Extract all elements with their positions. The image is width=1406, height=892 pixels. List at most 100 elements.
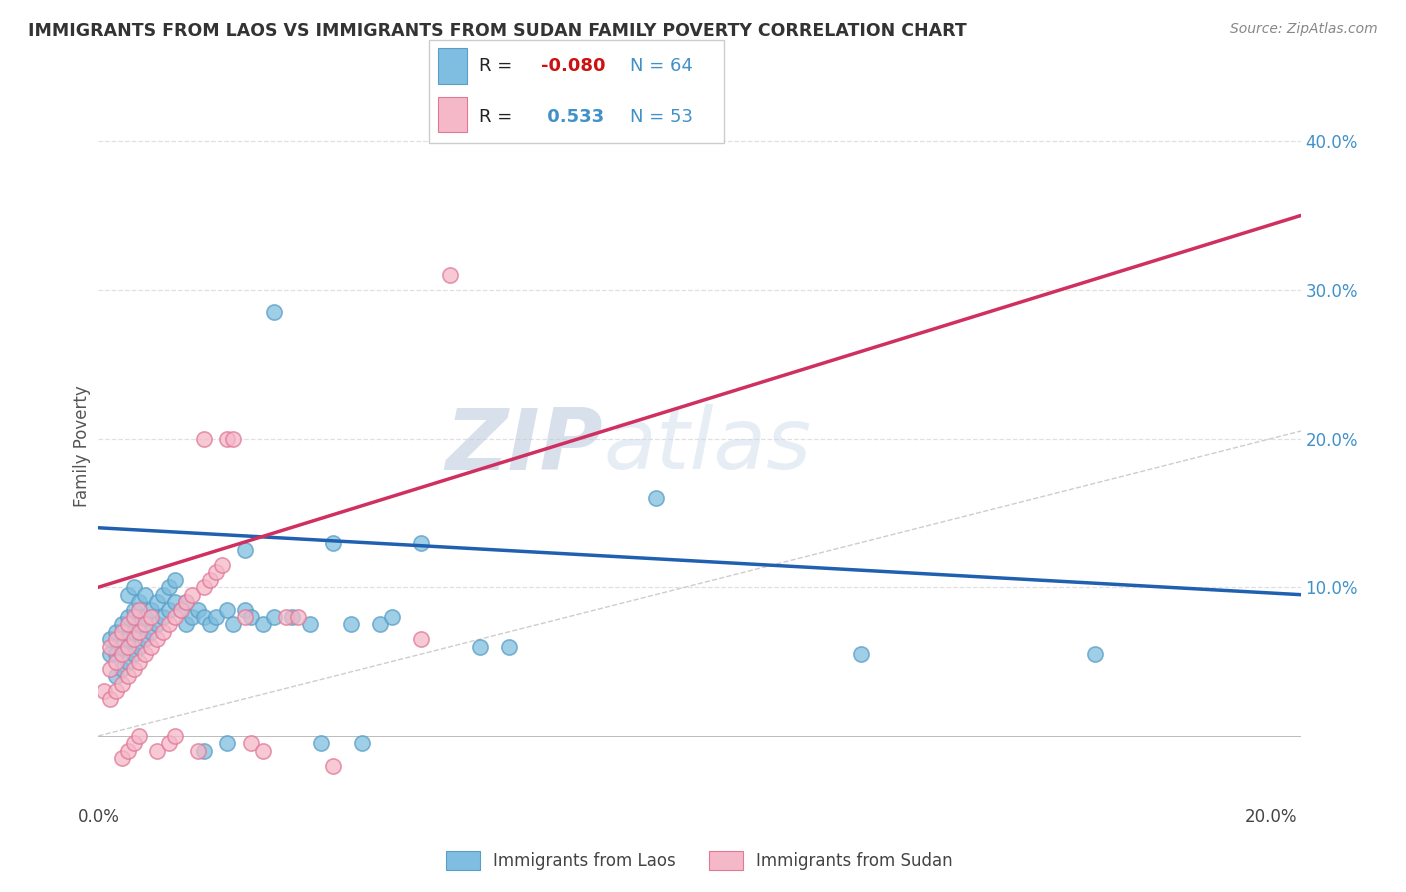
Point [181,610,204,624]
Point [252,744,274,758]
Point [193,432,215,446]
Point [157,736,180,750]
Point [176,595,198,609]
Point [198,617,221,632]
Point [298,617,321,632]
Point [322,758,344,772]
Point [98,691,121,706]
Point [1084,647,1107,661]
Point [105,684,128,698]
Point [187,744,209,758]
Point [157,602,180,616]
Point [222,617,245,632]
Point [211,558,233,572]
Point [105,655,128,669]
Point [233,543,256,558]
Point [122,602,145,616]
Text: -0.080: -0.080 [541,57,606,75]
Point [128,595,150,609]
Point [146,632,169,647]
Point [152,610,174,624]
Text: Source: ZipAtlas.com: Source: ZipAtlas.com [1230,22,1378,37]
Text: R =: R = [479,57,512,75]
Point [111,751,134,765]
Point [217,432,239,446]
Point [128,640,150,654]
Point [122,624,145,639]
Point [193,744,215,758]
Text: atlas: atlas [603,404,811,488]
Point [176,595,198,609]
Point [128,729,150,743]
Point [169,602,191,616]
Point [252,617,274,632]
Point [105,624,128,639]
Legend: Immigrants from Laos, Immigrants from Sudan: Immigrants from Laos, Immigrants from Su… [440,844,959,877]
Point [122,610,145,624]
Point [134,588,156,602]
Point [309,736,332,750]
Point [122,736,145,750]
Point [134,610,156,624]
FancyBboxPatch shape [429,40,724,143]
Text: N = 64: N = 64 [630,57,693,75]
Point [128,624,150,639]
Point [128,655,150,669]
Point [181,588,204,602]
Point [339,617,361,632]
Point [217,602,239,616]
FancyBboxPatch shape [437,96,467,132]
Text: 0.533: 0.533 [541,108,605,126]
Point [98,632,121,647]
Point [134,647,156,661]
Point [122,647,145,661]
Point [193,580,215,594]
Point [187,602,209,616]
Point [322,535,344,549]
Point [122,632,145,647]
Point [439,268,461,282]
Point [381,610,404,624]
Point [287,610,309,624]
Point [409,535,432,549]
Text: ZIP: ZIP [446,404,603,488]
Point [193,610,215,624]
Point [146,595,169,609]
Point [111,624,134,639]
Point [122,662,145,676]
Point [239,736,262,750]
Point [117,617,139,632]
Point [409,632,432,647]
Point [198,573,221,587]
Point [163,573,186,587]
Point [105,669,128,683]
Point [141,610,163,624]
Point [152,588,174,602]
Point [105,632,128,647]
Point [644,491,666,505]
Point [204,610,226,624]
Point [117,744,139,758]
Point [111,647,134,661]
Point [176,617,198,632]
Point [128,617,150,632]
Point [111,617,134,632]
Point [274,610,297,624]
Text: N = 53: N = 53 [630,108,693,126]
Point [849,647,872,661]
FancyBboxPatch shape [437,48,467,84]
Point [163,610,186,624]
Point [117,610,139,624]
Point [111,640,134,654]
Point [141,602,163,616]
Point [239,610,262,624]
Point [468,640,491,654]
Point [163,595,186,609]
Text: R =: R = [479,108,512,126]
Point [281,610,304,624]
Y-axis label: Family Poverty: Family Poverty [73,385,91,507]
Point [134,632,156,647]
Point [498,640,520,654]
Point [117,588,139,602]
Point [157,617,180,632]
